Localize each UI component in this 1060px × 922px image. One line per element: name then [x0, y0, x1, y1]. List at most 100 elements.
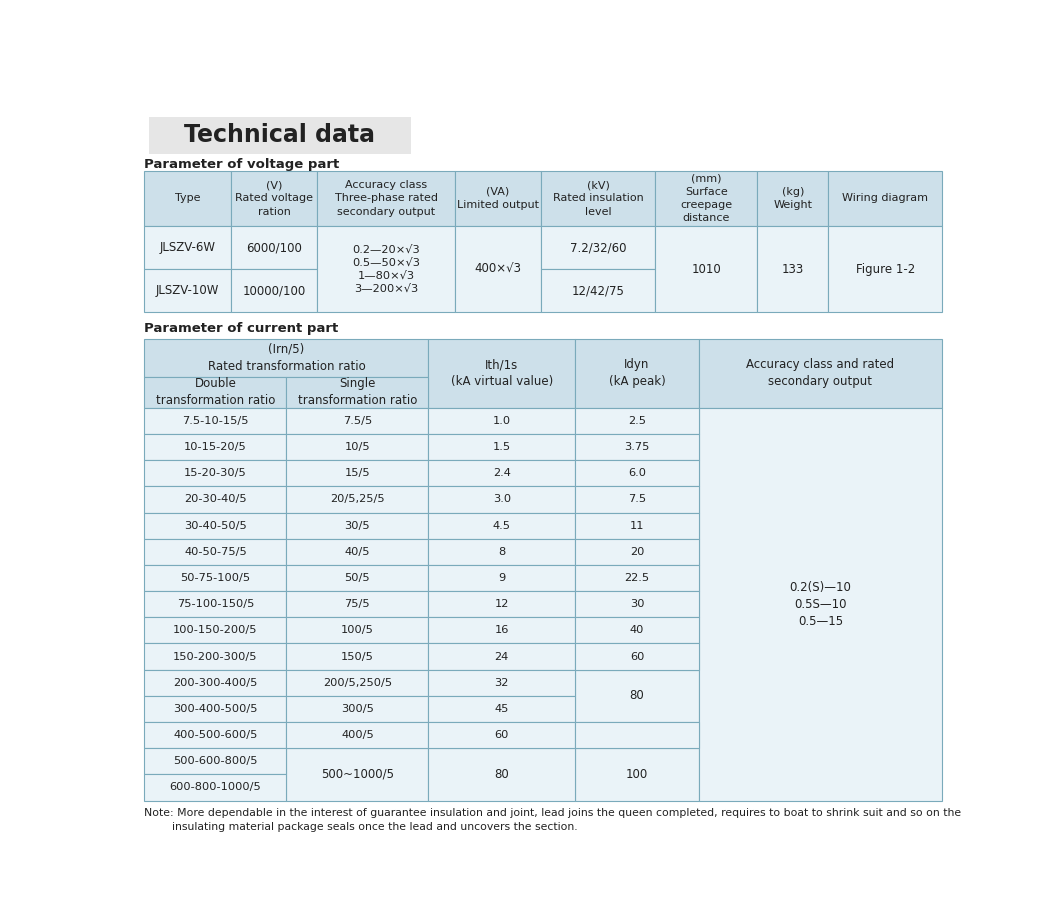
Bar	[428, 408, 576, 434]
Bar	[828, 171, 942, 226]
Text: 2.4: 2.4	[493, 468, 511, 479]
Bar	[286, 591, 428, 618]
Text: Double
transformation ratio: Double transformation ratio	[156, 377, 276, 408]
Text: Ith/1s
(kA virtual value): Ith/1s (kA virtual value)	[450, 359, 553, 388]
Bar	[428, 434, 576, 460]
Text: 15/5: 15/5	[344, 468, 370, 479]
Text: 20-30-40/5: 20-30-40/5	[184, 494, 247, 504]
Bar	[655, 171, 758, 226]
Bar	[428, 722, 576, 748]
Bar	[576, 618, 699, 644]
Text: (kg)
Weight: (kg) Weight	[774, 187, 812, 210]
Text: Idyn
(kA peak): Idyn (kA peak)	[608, 359, 666, 388]
Bar	[428, 669, 576, 696]
Text: 100: 100	[625, 768, 648, 781]
Bar	[144, 669, 286, 696]
Text: (VA)
Limited output: (VA) Limited output	[457, 187, 540, 210]
Bar	[286, 722, 428, 748]
Bar	[576, 669, 699, 722]
Text: 150/5: 150/5	[341, 652, 374, 662]
Text: 30/5: 30/5	[344, 521, 370, 531]
Bar	[576, 591, 699, 618]
Bar	[576, 565, 699, 591]
Bar	[286, 696, 428, 722]
Text: 16: 16	[495, 625, 509, 635]
Text: 1.5: 1.5	[493, 443, 511, 452]
Bar	[455, 171, 542, 226]
Text: 30-40-50/5: 30-40-50/5	[184, 521, 247, 531]
Bar	[144, 748, 286, 774]
Bar	[231, 226, 317, 269]
Bar	[231, 171, 317, 226]
Bar	[699, 408, 942, 800]
Text: Wiring diagram: Wiring diagram	[842, 194, 929, 204]
Bar	[828, 226, 942, 313]
Bar	[428, 696, 576, 722]
Text: 40-50-75/5: 40-50-75/5	[184, 547, 247, 557]
Text: 100/5: 100/5	[341, 625, 374, 635]
Bar	[144, 538, 286, 565]
Text: Parameter of voltage part: Parameter of voltage part	[144, 159, 339, 171]
Bar	[144, 722, 286, 748]
Text: 400-500-600/5: 400-500-600/5	[173, 730, 258, 740]
Text: (V)
Rated voltage
ration: (V) Rated voltage ration	[235, 180, 313, 217]
Text: 0.2—20×√3
0.5—50×√3
1—80×√3
3—200×√3: 0.2—20×√3 0.5—50×√3 1—80×√3 3—200×√3	[352, 244, 420, 294]
Text: 9: 9	[498, 573, 506, 583]
Bar	[144, 644, 286, 669]
Text: 600-800-1000/5: 600-800-1000/5	[170, 783, 261, 793]
Text: 32: 32	[495, 678, 509, 688]
Text: 2.5: 2.5	[628, 416, 646, 426]
Bar	[286, 408, 428, 434]
Text: 24: 24	[495, 652, 509, 662]
Text: 10000/100: 10000/100	[243, 284, 305, 297]
Text: 45: 45	[495, 703, 509, 714]
Bar	[144, 696, 286, 722]
Text: Technical data: Technical data	[184, 124, 375, 148]
Text: 15-20-30/5: 15-20-30/5	[184, 468, 247, 479]
Bar	[576, 538, 699, 565]
Bar	[144, 591, 286, 618]
Bar	[144, 338, 428, 377]
Bar	[699, 338, 942, 408]
Text: 300-400-500/5: 300-400-500/5	[173, 703, 258, 714]
Bar	[317, 226, 455, 313]
Text: 0.2(S)—10
0.5S—10
0.5—15: 0.2(S)—10 0.5S—10 0.5—15	[790, 581, 851, 628]
Text: 80: 80	[630, 690, 644, 703]
Text: JLSZV-6W: JLSZV-6W	[160, 242, 215, 254]
Bar	[758, 171, 828, 226]
Bar	[149, 117, 411, 154]
Bar	[576, 513, 699, 538]
Bar	[428, 487, 576, 513]
Bar	[144, 618, 286, 644]
Text: 50/5: 50/5	[344, 573, 370, 583]
Bar	[428, 513, 576, 538]
Text: (kV)
Rated insulation
level: (kV) Rated insulation level	[553, 180, 643, 217]
Bar	[144, 565, 286, 591]
Text: Figure 1-2: Figure 1-2	[855, 263, 915, 276]
Bar	[144, 226, 231, 269]
Bar	[286, 669, 428, 696]
Bar	[542, 226, 655, 269]
Bar	[286, 487, 428, 513]
Bar	[428, 748, 576, 800]
Bar	[144, 487, 286, 513]
Text: 75-100-150/5: 75-100-150/5	[177, 599, 254, 609]
Text: 100-150-200/5: 100-150-200/5	[173, 625, 258, 635]
Text: Accuracy class
Three-phase rated
secondary output: Accuracy class Three-phase rated seconda…	[335, 180, 438, 217]
Text: 60: 60	[495, 730, 509, 740]
Text: 12/42/75: 12/42/75	[571, 284, 624, 297]
Text: 7.5-10-15/5: 7.5-10-15/5	[182, 416, 249, 426]
Text: 1.0: 1.0	[493, 416, 511, 426]
Text: 1010: 1010	[691, 263, 721, 276]
Bar	[655, 226, 758, 313]
Text: 10/5: 10/5	[344, 443, 370, 452]
Text: 10-15-20/5: 10-15-20/5	[184, 443, 247, 452]
Text: 40/5: 40/5	[344, 547, 370, 557]
Text: 20/5,25/5: 20/5,25/5	[330, 494, 385, 504]
Bar	[144, 434, 286, 460]
Bar	[144, 171, 231, 226]
Text: 200-300-400/5: 200-300-400/5	[173, 678, 258, 688]
Text: Accuracy class and rated
secondary output: Accuracy class and rated secondary outpu…	[746, 359, 895, 388]
Text: 133: 133	[781, 263, 803, 276]
Bar	[286, 538, 428, 565]
